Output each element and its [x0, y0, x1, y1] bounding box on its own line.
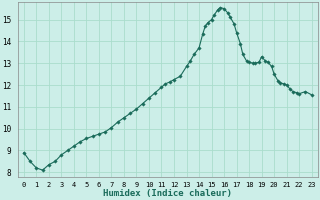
- X-axis label: Humidex (Indice chaleur): Humidex (Indice chaleur): [103, 189, 232, 198]
